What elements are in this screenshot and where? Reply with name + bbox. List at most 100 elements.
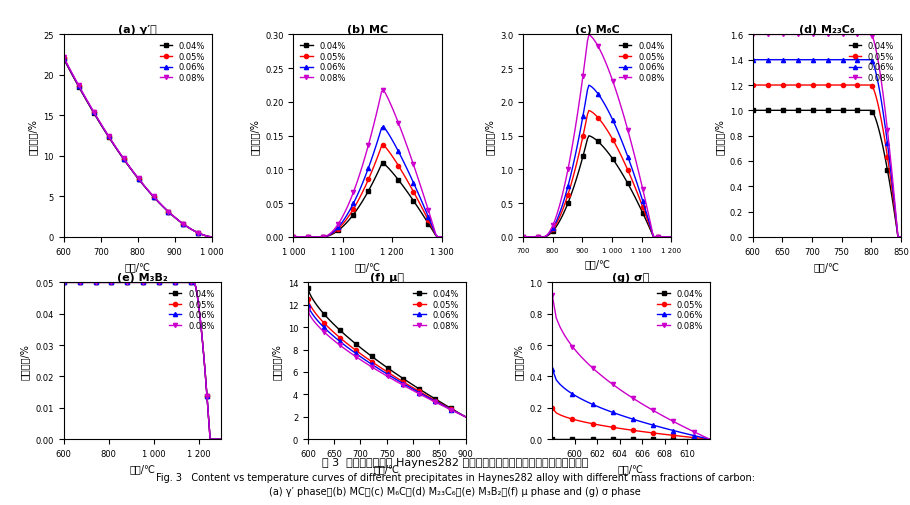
0.06%	[612, 411, 622, 417]
0.08%	[209, 436, 220, 442]
0.06%	[684, 432, 695, 438]
Line: 0.04%: 0.04%	[62, 281, 223, 441]
0.06%	[460, 414, 471, 420]
0.06%	[575, 396, 586, 402]
0.05%	[563, 415, 574, 421]
0.06%	[632, 418, 642, 424]
0.08%	[612, 384, 622, 390]
Line: 0.06%: 0.06%	[751, 59, 903, 239]
0.05%	[88, 280, 99, 286]
0.04%	[199, 233, 210, 239]
0.05%	[546, 229, 557, 235]
0.05%	[612, 425, 622, 431]
0.05%	[386, 152, 397, 158]
0.08%	[205, 436, 216, 442]
Line: 0.06%: 0.06%	[306, 303, 468, 419]
0.05%	[147, 192, 157, 198]
0.05%	[209, 436, 220, 442]
Line: 0.08%: 0.08%	[62, 56, 214, 239]
0.05%	[205, 436, 216, 442]
0.06%	[680, 431, 691, 437]
0.05%	[376, 144, 387, 150]
0.04%	[579, 436, 590, 442]
0.08%	[824, 32, 834, 38]
0.08%	[288, 234, 298, 240]
0.04%	[894, 234, 905, 240]
0.06%	[546, 228, 557, 234]
Line: 0.06%: 0.06%	[521, 84, 673, 239]
0.06%	[551, 377, 561, 383]
0.06%	[333, 337, 344, 343]
0.08%	[93, 117, 104, 123]
0.05%	[623, 427, 634, 433]
0.04%	[391, 175, 402, 181]
0.05%	[693, 435, 703, 441]
0.06%	[95, 280, 106, 286]
0.08%	[782, 32, 793, 38]
0.08%	[701, 434, 712, 440]
0.05%	[571, 417, 581, 423]
0.04%	[86, 108, 97, 114]
0.04%	[567, 436, 578, 442]
0.04%	[835, 108, 846, 114]
0.04%	[302, 285, 313, 291]
0.05%	[135, 178, 146, 184]
0.08%	[376, 89, 387, 95]
0.08%	[623, 393, 634, 399]
0.04%	[354, 204, 365, 210]
0.06%	[595, 96, 606, 102]
0.04%	[397, 375, 408, 381]
0.04%	[824, 108, 834, 114]
0.05%	[668, 432, 679, 438]
Legend: 0.04%, 0.05%, 0.06%, 0.08%: 0.04%, 0.05%, 0.06%, 0.08%	[157, 39, 207, 85]
0.06%	[571, 393, 581, 399]
0.04%	[660, 234, 671, 240]
0.04%	[207, 234, 217, 240]
0.08%	[704, 436, 715, 442]
0.04%	[693, 436, 703, 442]
0.04%	[378, 161, 389, 167]
0.05%	[652, 431, 662, 437]
0.08%	[615, 387, 626, 393]
0.06%	[835, 58, 846, 64]
0.05%	[199, 233, 210, 239]
0.05%	[339, 339, 350, 345]
0.08%	[452, 410, 463, 416]
0.06%	[894, 234, 905, 240]
Y-axis label: 质量分数/%: 质量分数/%	[714, 119, 724, 154]
0.05%	[655, 234, 666, 240]
0.06%	[643, 421, 654, 427]
0.08%	[546, 226, 557, 232]
0.08%	[203, 415, 214, 421]
Line: 0.08%: 0.08%	[62, 281, 223, 441]
0.04%	[583, 436, 594, 442]
Line: 0.06%: 0.06%	[291, 125, 444, 239]
0.04%	[559, 436, 570, 442]
0.05%	[552, 219, 563, 225]
0.08%	[668, 419, 679, 425]
Line: 0.06%: 0.06%	[551, 367, 712, 441]
0.05%	[620, 426, 631, 432]
0.08%	[579, 358, 590, 364]
0.06%	[704, 436, 715, 442]
0.05%	[660, 234, 671, 240]
0.06%	[86, 108, 97, 114]
Line: 0.05%: 0.05%	[551, 406, 712, 441]
0.08%	[397, 382, 408, 388]
0.06%	[152, 280, 163, 286]
0.05%	[583, 420, 594, 426]
0.05%	[354, 196, 365, 203]
0.08%	[636, 400, 647, 407]
0.08%	[583, 362, 594, 368]
Line: 0.05%: 0.05%	[751, 84, 903, 239]
0.05%	[333, 333, 344, 339]
0.04%	[587, 436, 598, 442]
0.08%	[696, 433, 707, 439]
0.04%	[551, 436, 561, 442]
0.06%	[555, 382, 566, 388]
0.06%	[93, 117, 104, 123]
0.04%	[660, 436, 671, 442]
X-axis label: 温度/℃: 温度/℃	[125, 262, 151, 272]
0.04%	[701, 436, 712, 442]
0.06%	[660, 234, 671, 240]
